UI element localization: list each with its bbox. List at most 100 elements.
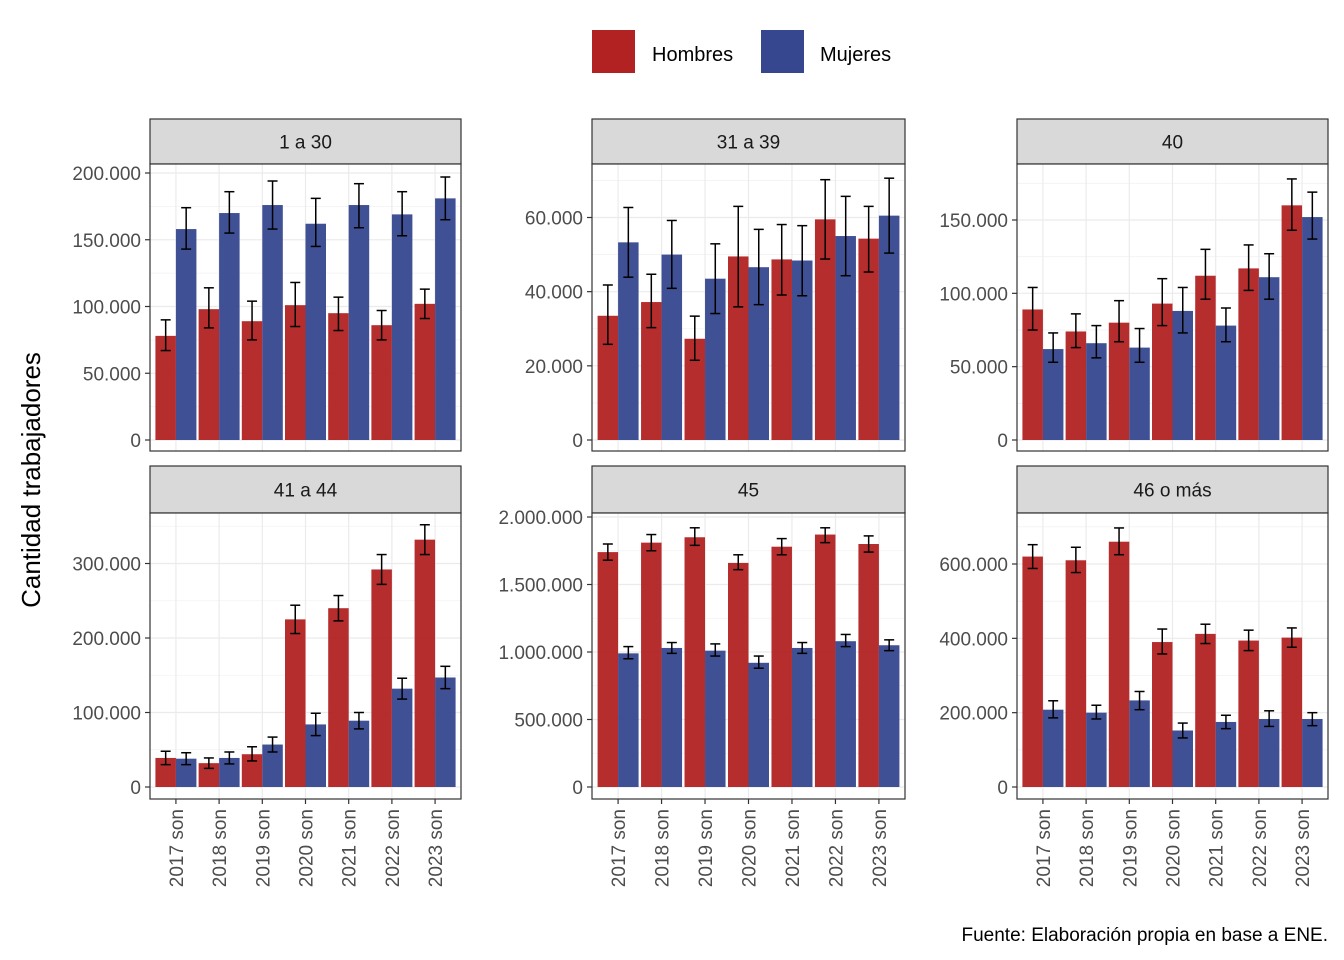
bar-hombres — [1022, 556, 1043, 787]
bar-mujeres — [618, 242, 639, 440]
bar-mujeres — [1215, 325, 1237, 440]
bar-mujeres — [1042, 709, 1064, 787]
x-tick-label: 2021 son — [783, 809, 804, 887]
bar-mujeres — [661, 254, 683, 440]
bar-mujeres — [219, 213, 240, 440]
x-tick-label: 2021 son — [340, 809, 361, 887]
facet-title: 1 a 30 — [279, 133, 332, 154]
bar-mujeres — [1129, 347, 1150, 440]
x-tick-label: 2020 son — [740, 809, 761, 887]
bar-hombres — [1022, 309, 1043, 440]
facet-title: 31 a 39 — [717, 133, 780, 154]
bar-hombres — [1108, 541, 1130, 787]
x-tick-label: 2020 son — [297, 809, 318, 887]
facet-title: 46 o más — [1133, 481, 1211, 502]
bar-hombres — [814, 219, 836, 440]
bar-mujeres — [705, 650, 726, 787]
bar-hombres — [728, 562, 749, 787]
bar-hombres — [1238, 640, 1259, 787]
bar-hombres — [597, 552, 619, 787]
x-tick-label: 2021 son — [1207, 809, 1228, 887]
y-tick-label: 60.000 — [525, 209, 583, 230]
bar-mujeres — [262, 744, 283, 787]
bar-mujeres — [1172, 730, 1193, 787]
bar-hombres — [684, 338, 706, 440]
y-tick-label: 100.000 — [939, 284, 1008, 305]
x-tick-label: 2023 son — [870, 809, 891, 887]
facet-title: 45 — [738, 481, 759, 502]
bar-hombres — [1281, 637, 1303, 787]
bar-mujeres — [835, 641, 856, 787]
bar-mujeres — [391, 214, 413, 440]
bar-mujeres — [305, 223, 326, 440]
bar-hombres — [1065, 560, 1087, 787]
y-tick-label: 500.000 — [514, 711, 583, 732]
bar-mujeres — [348, 205, 370, 440]
bar-mujeres — [1258, 277, 1280, 440]
x-tick-label: 2019 son — [253, 809, 274, 887]
bar-mujeres — [1086, 343, 1107, 440]
bar-mujeres — [305, 724, 326, 787]
bar-hombres — [198, 763, 220, 787]
y-tick-label: 0 — [997, 778, 1008, 799]
y-tick-label: 0 — [572, 431, 583, 452]
bar-hombres — [1152, 303, 1173, 440]
y-tick-label: 200.000 — [72, 164, 141, 185]
x-tick-label: 2022 son — [383, 809, 404, 887]
y-tick-label: 100.000 — [72, 298, 141, 319]
y-tick-label: 1.000.000 — [498, 643, 583, 664]
bar-mujeres — [748, 662, 769, 787]
bar-mujeres — [705, 278, 726, 440]
y-tick-label: 50.000 — [83, 364, 141, 385]
x-tick-label: 2018 son — [653, 809, 674, 887]
bar-hombres — [155, 757, 176, 787]
legend: Hombres Mujeres — [592, 30, 891, 73]
bar-hombres — [641, 542, 662, 787]
bar-hombres — [858, 544, 879, 787]
legend-label-hombres: Hombres — [652, 44, 733, 66]
panel-border — [1016, 163, 1329, 452]
panel-border — [591, 163, 906, 452]
y-tick-label: 150.000 — [72, 231, 141, 252]
facet-1-a-30: 1 a 30 0 50.000 100.000 150.000 200.000 — [72, 118, 462, 452]
y-tick-label: 0 — [997, 431, 1008, 452]
x-tick-label: 2023 son — [1293, 809, 1314, 887]
facet-46-o-m-s: 46 o más 0 200.000 400.000 600.000 2017 son 20… — [939, 465, 1329, 887]
chart-caption: Fuente: Elaboración propia en base a ENE… — [961, 925, 1328, 946]
bar-hombres — [285, 619, 306, 787]
facet-strip — [1016, 118, 1329, 165]
facet-strip — [1016, 465, 1329, 514]
bar-hombres — [684, 537, 706, 787]
y-tick-label: 600.000 — [939, 555, 1008, 576]
bar-mujeres — [791, 647, 813, 787]
legend-swatch-hombres — [592, 30, 635, 73]
bar-hombres — [728, 256, 749, 440]
bar-mujeres — [175, 229, 197, 440]
bar-hombres — [371, 325, 392, 440]
x-tick-label: 2020 son — [1164, 809, 1185, 887]
y-tick-label: 1.500.000 — [498, 576, 583, 597]
bar-hombres — [241, 754, 263, 787]
facet-strip — [591, 465, 906, 514]
legend-label-mujeres: Mujeres — [820, 44, 891, 66]
bar-hombres — [1195, 275, 1216, 440]
bar-hombres — [328, 313, 349, 440]
bar-mujeres — [391, 688, 413, 787]
bar-mujeres — [1042, 349, 1064, 440]
x-tick-label: 2017 son — [609, 809, 630, 887]
bar-hombres — [641, 302, 662, 440]
x-tick-label: 2023 son — [426, 809, 447, 887]
facet-title: 40 — [1162, 133, 1183, 154]
facet-title: 41 a 44 — [274, 481, 338, 502]
bar-hombres — [1281, 205, 1303, 440]
x-tick-label: 2022 son — [826, 809, 847, 887]
bar-mujeres — [1302, 718, 1323, 787]
y-tick-label: 0 — [572, 778, 583, 799]
x-tick-label: 2017 son — [167, 809, 188, 887]
bar-mujeres — [219, 757, 240, 787]
y-tick-label: 50.000 — [950, 358, 1008, 379]
y-tick-label: 20.000 — [525, 357, 583, 378]
bar-hombres — [328, 608, 349, 787]
panel-border — [149, 163, 462, 452]
